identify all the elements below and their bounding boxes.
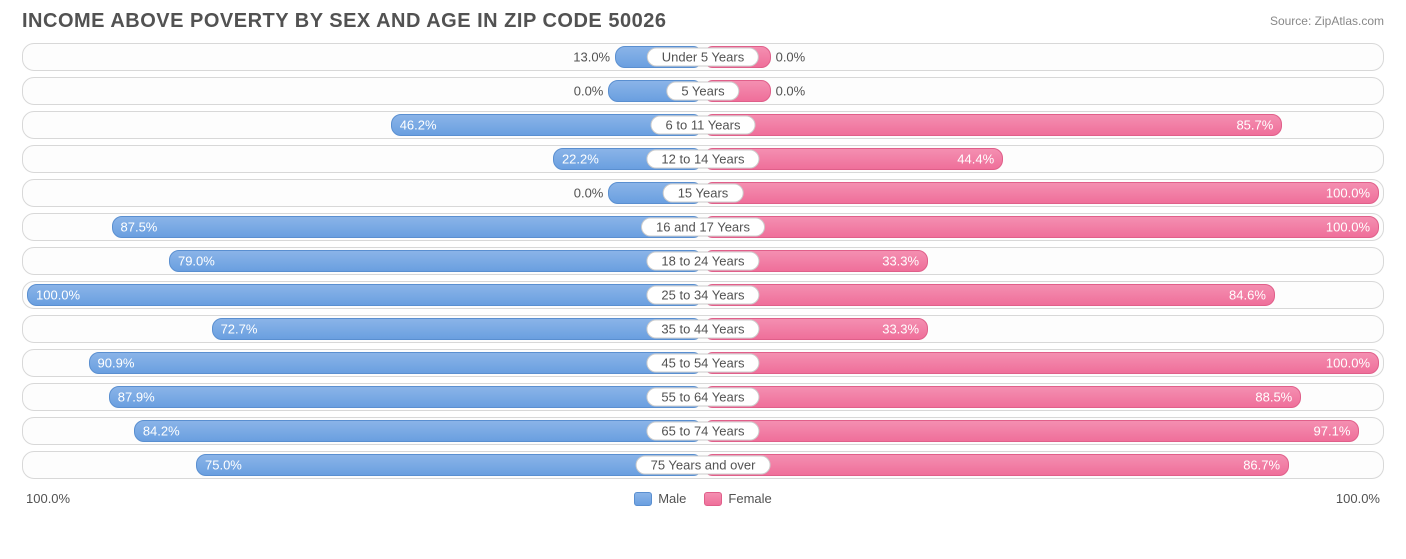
bar-female: 84.6% — [703, 284, 1275, 306]
category-label: Under 5 Years — [647, 48, 759, 67]
category-label: 18 to 24 Years — [646, 252, 759, 271]
pct-label-female: 100.0% — [1326, 220, 1370, 235]
pct-label-female: 33.3% — [882, 254, 919, 269]
bar-male: 75.0% — [196, 454, 703, 476]
bar-female: 88.5% — [703, 386, 1301, 408]
legend-item-female: Female — [704, 491, 771, 506]
axis-left-label: 100.0% — [26, 491, 70, 506]
bar-female: 86.7% — [703, 454, 1289, 476]
pct-label-male: 0.0% — [574, 84, 610, 99]
chart-row: 22.2% 44.4% 12 to 14 Years — [22, 145, 1384, 173]
chart-row: 87.9% 88.5% 55 to 64 Years — [22, 383, 1384, 411]
chart-row: 72.7% 33.3% 35 to 44 Years — [22, 315, 1384, 343]
pct-label-male: 0.0% — [574, 186, 610, 201]
category-label: 16 and 17 Years — [641, 218, 765, 237]
pct-label-male: 13.0% — [573, 50, 616, 65]
bar-female: 85.7% — [703, 114, 1282, 136]
category-label: 35 to 44 Years — [646, 320, 759, 339]
pct-label-male: 84.2% — [143, 424, 180, 439]
bar-male: 84.2% — [134, 420, 703, 442]
pct-label-female: 0.0% — [770, 84, 806, 99]
chart-row: 13.0% 0.0% Under 5 Years — [22, 43, 1384, 71]
legend-label-female: Female — [728, 491, 771, 506]
pct-label-male: 79.0% — [178, 254, 215, 269]
bar-male: 87.5% — [112, 216, 704, 238]
pct-label-female: 86.7% — [1243, 458, 1280, 473]
bar-female: 97.1% — [703, 420, 1359, 442]
category-label: 15 Years — [663, 184, 744, 203]
chart-title: INCOME ABOVE POVERTY BY SEX AND AGE IN Z… — [22, 10, 666, 33]
category-label: 12 to 14 Years — [646, 150, 759, 169]
category-label: 6 to 11 Years — [651, 116, 756, 135]
chart-row: 0.0% 100.0% 15 Years — [22, 179, 1384, 207]
pct-label-female: 84.6% — [1229, 288, 1266, 303]
chart-row: 46.2% 85.7% 6 to 11 Years — [22, 111, 1384, 139]
pct-label-female: 100.0% — [1326, 186, 1370, 201]
chart-row: 87.5% 100.0% 16 and 17 Years — [22, 213, 1384, 241]
bar-male: 90.9% — [89, 352, 703, 374]
category-label: 25 to 34 Years — [646, 286, 759, 305]
chart-row: 100.0% 84.6% 25 to 34 Years — [22, 281, 1384, 309]
pct-label-female: 97.1% — [1314, 424, 1351, 439]
chart-row: 84.2% 97.1% 65 to 74 Years — [22, 417, 1384, 445]
bar-female: 100.0% — [703, 352, 1379, 374]
pct-label-male: 75.0% — [205, 458, 242, 473]
pct-label-male: 87.5% — [121, 220, 158, 235]
pct-label-female: 100.0% — [1326, 356, 1370, 371]
legend: Male Female — [634, 491, 772, 506]
category-label: 75 Years and over — [636, 456, 771, 475]
category-label: 65 to 74 Years — [646, 422, 759, 441]
chart-source: Source: ZipAtlas.com — [1270, 10, 1384, 28]
bar-male: 72.7% — [212, 318, 703, 340]
bar-male: 79.0% — [169, 250, 703, 272]
chart-footer: 100.0% Male Female 100.0% — [0, 485, 1406, 506]
pct-label-female: 85.7% — [1236, 118, 1273, 133]
chart-row: 75.0% 86.7% 75 Years and over — [22, 451, 1384, 479]
axis-right-label: 100.0% — [1336, 491, 1380, 506]
pct-label-female: 88.5% — [1255, 390, 1292, 405]
legend-item-male: Male — [634, 491, 686, 506]
legend-label-male: Male — [658, 491, 686, 506]
chart-row: 0.0% 0.0% 5 Years — [22, 77, 1384, 105]
pct-label-female: 33.3% — [882, 322, 919, 337]
pct-label-male: 90.9% — [98, 356, 135, 371]
category-label: 45 to 54 Years — [646, 354, 759, 373]
chart-header: INCOME ABOVE POVERTY BY SEX AND AGE IN Z… — [0, 0, 1406, 39]
pct-label-male: 87.9% — [118, 390, 155, 405]
bar-female: 100.0% — [703, 216, 1379, 238]
pct-label-male: 22.2% — [562, 152, 599, 167]
bar-female: 100.0% — [703, 182, 1379, 204]
bar-male: 100.0% — [27, 284, 703, 306]
pct-label-male: 46.2% — [400, 118, 437, 133]
pct-label-female: 44.4% — [957, 152, 994, 167]
legend-swatch-male — [634, 492, 652, 506]
chart-row: 90.9% 100.0% 45 to 54 Years — [22, 349, 1384, 377]
chart-row: 79.0% 33.3% 18 to 24 Years — [22, 247, 1384, 275]
pct-label-male: 72.7% — [221, 322, 258, 337]
pct-label-male: 100.0% — [36, 288, 80, 303]
chart-area: 13.0% 0.0% Under 5 Years 0.0% 0.0% 5 Years 46.… — [0, 39, 1406, 479]
category-label: 5 Years — [666, 82, 739, 101]
bar-male: 87.9% — [109, 386, 703, 408]
legend-swatch-female — [704, 492, 722, 506]
category-label: 55 to 64 Years — [646, 388, 759, 407]
pct-label-female: 0.0% — [770, 50, 806, 65]
